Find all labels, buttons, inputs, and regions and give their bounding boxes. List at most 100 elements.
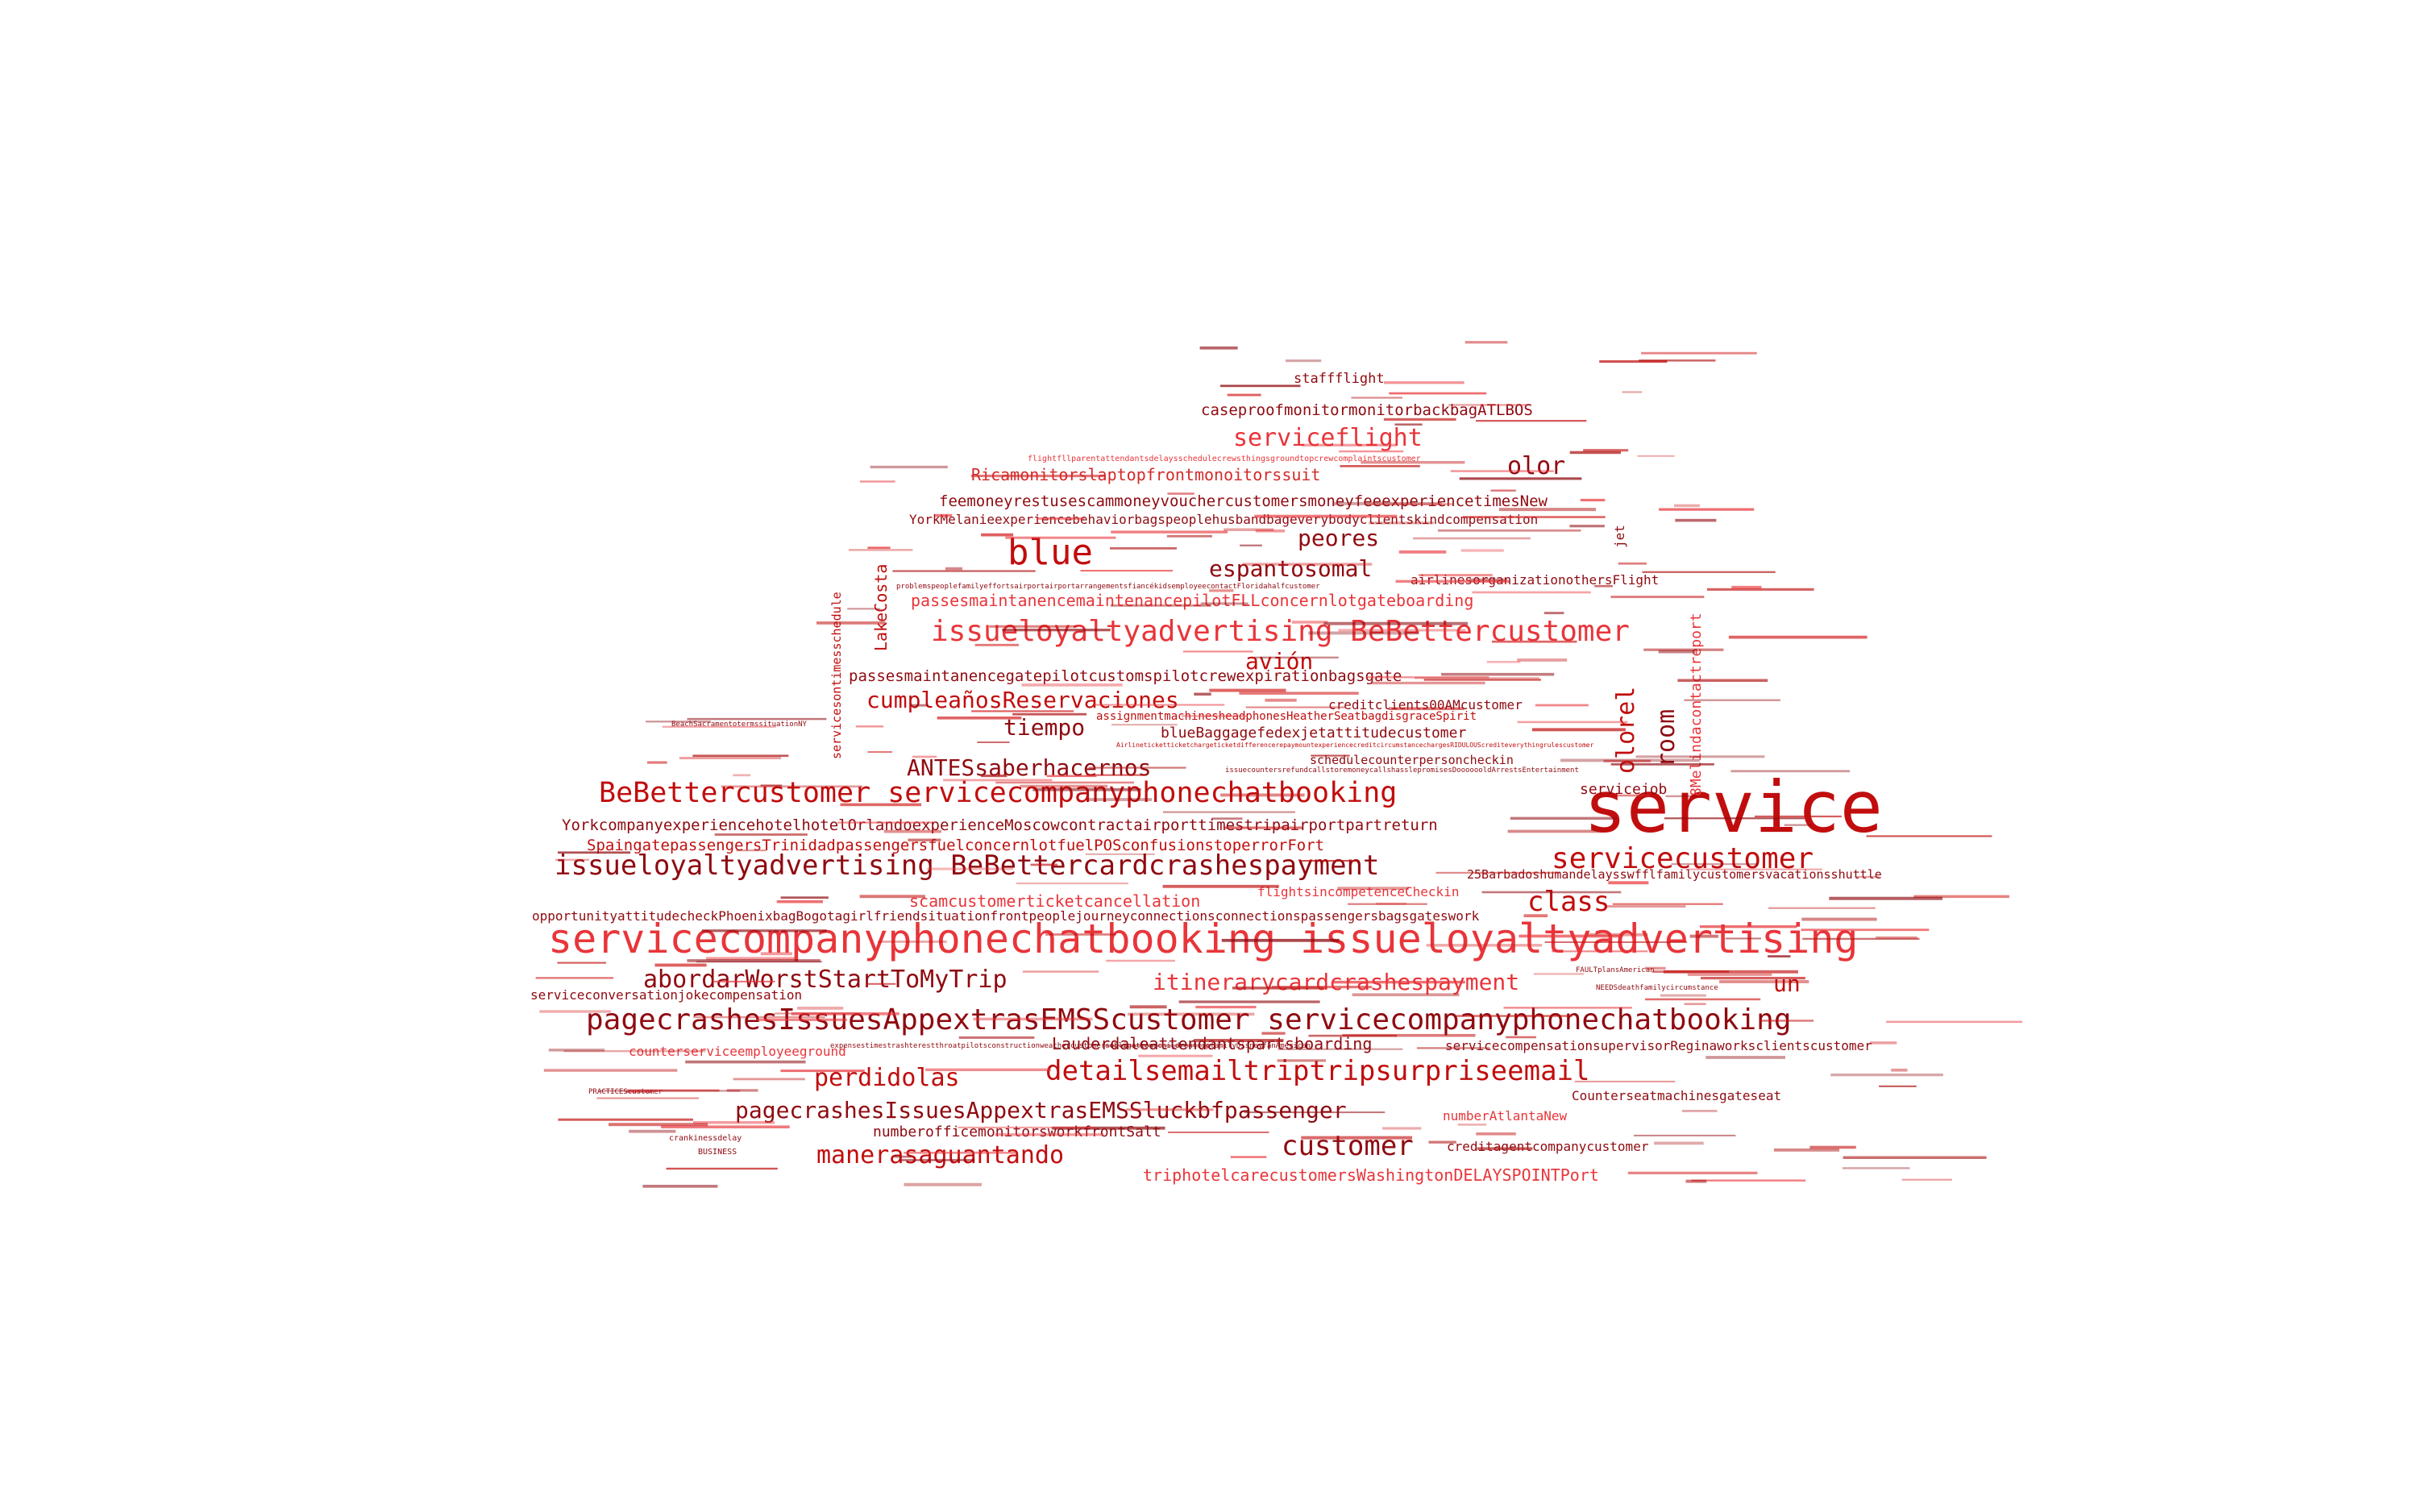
filler-word-mark <box>774 1012 861 1015</box>
filler-word-mark <box>760 784 783 787</box>
filler-word-mark <box>733 774 751 777</box>
filler-word-mark <box>1299 860 1360 862</box>
filler-word-mark <box>1477 1147 1533 1150</box>
word: SpaingatepassengersTrinidadpassengersfue… <box>587 837 1324 854</box>
word: room <box>1652 709 1681 767</box>
filler-word-mark <box>1901 1178 1952 1181</box>
filler-word-mark <box>666 1167 778 1170</box>
filler-word-mark <box>557 851 631 854</box>
filler-word-mark <box>816 621 886 625</box>
word: problemspeoplefamilyeffortsairportairpor… <box>896 582 1320 591</box>
filler-word-mark <box>1603 759 1651 762</box>
word: olor <box>1507 452 1565 480</box>
filler-word-mark <box>1239 692 1359 695</box>
filler-word-mark <box>1416 1047 1490 1049</box>
filler-word-mark <box>1843 1156 1987 1159</box>
word: feemoneyrestusescammoneyvouchercustomers… <box>939 492 1548 510</box>
filler-word-mark <box>1699 925 1797 928</box>
word: serviceconversationjokecompensation <box>530 987 802 1003</box>
word: LakeCosta <box>871 564 891 651</box>
filler-word-mark <box>1856 875 1880 878</box>
filler-word-mark <box>1337 887 1409 891</box>
filler-word-mark <box>1622 391 1643 393</box>
filler-word-mark <box>1088 798 1153 801</box>
filler-word-mark <box>1639 359 1716 362</box>
filler-word-mark <box>1476 420 1587 422</box>
filler-word-mark <box>1701 977 1805 980</box>
filler-word-mark <box>1879 1085 1917 1087</box>
filler-word-mark <box>1012 712 1087 716</box>
word: service <box>1584 766 1883 849</box>
filler-word-mark <box>1194 692 1211 696</box>
filler-word-mark <box>958 1126 1097 1128</box>
filler-word-mark <box>1051 1126 1165 1130</box>
filler-word-mark <box>971 710 1074 712</box>
filler-word-mark <box>535 977 614 979</box>
filler-word-mark <box>1870 1041 1897 1045</box>
filler-word-mark <box>943 779 1053 782</box>
filler-word-mark <box>1637 455 1675 457</box>
filler-word-mark <box>1046 775 1097 778</box>
filler-word-mark <box>855 725 883 728</box>
filler-word-mark <box>1523 914 1548 918</box>
filler-word-mark <box>1682 1110 1718 1112</box>
filler-word-mark <box>687 717 827 721</box>
filler-word-mark <box>1111 724 1178 726</box>
filler-word-mark <box>625 1090 653 1093</box>
filler-word-mark <box>693 1121 775 1124</box>
filler-word-mark <box>1437 529 1581 532</box>
filler-word-mark <box>1339 450 1404 453</box>
filler-word-mark <box>935 513 953 517</box>
filler-words <box>535 341 2022 1188</box>
filler-word-mark <box>1085 853 1155 855</box>
filler-word-mark <box>1182 650 1253 653</box>
filler-word-mark <box>797 1007 844 1010</box>
filler-word-mark <box>1517 658 1568 662</box>
filler-word-mark <box>596 1097 700 1099</box>
word: servicecompensationsupervisorReginaworks… <box>1445 1038 1872 1053</box>
word: 8Melindacontactreport <box>1688 613 1705 796</box>
word: espantosomal <box>1209 555 1372 582</box>
word: servicejob <box>1580 781 1667 798</box>
filler-word-mark <box>1291 621 1328 624</box>
filler-word-mark <box>1166 534 1212 538</box>
filler-word-mark <box>1809 1145 1856 1149</box>
filler-word-mark <box>1016 882 1128 885</box>
filler-word-mark <box>1395 579 1510 583</box>
filler-word-mark <box>1045 933 1116 936</box>
word: 25Barbadoshumandelaysswfflfamilycustomer… <box>1467 867 1882 882</box>
word: un <box>1773 970 1801 997</box>
filler-word-mark <box>1200 602 1248 605</box>
word: flightfllparentattendantsdelaysschedulec… <box>1028 455 1421 463</box>
filler-word-mark <box>1535 704 1589 707</box>
filler-word-mark <box>1645 998 1761 1001</box>
filler-word-mark <box>1245 706 1345 708</box>
word: manerasaguantando <box>816 1141 1064 1169</box>
filler-word-mark <box>1610 763 1714 766</box>
filler-word-mark <box>1199 346 1238 350</box>
filler-word-mark <box>1271 986 1373 989</box>
filler-word-mark <box>757 1018 847 1021</box>
filler-word-mark <box>1340 465 1420 467</box>
filler-word-mark <box>901 1159 975 1161</box>
filler-word-mark <box>1503 1007 1632 1009</box>
filler-word-mark <box>1457 1124 1487 1126</box>
filler-word-mark <box>1773 1148 1840 1152</box>
filler-word-mark <box>736 849 767 852</box>
filler-word-mark <box>1801 917 1877 921</box>
word: cumpleañosReservaciones <box>866 687 1179 713</box>
filler-word-mark <box>1369 521 1434 525</box>
filler-word-mark <box>563 1050 706 1053</box>
filler-word-mark <box>1361 461 1465 464</box>
filler-word-mark <box>1286 359 1322 363</box>
filler-word-mark <box>904 1182 982 1186</box>
filler-word-mark <box>1194 1039 1284 1042</box>
filler-word-mark <box>1651 970 1730 973</box>
filler-word-mark <box>1435 871 1560 874</box>
filler-word-mark <box>1886 1020 2022 1024</box>
filler-word-mark <box>1533 973 1585 975</box>
filler-word-mark <box>1220 793 1305 797</box>
filler-word-mark <box>539 1010 611 1013</box>
filler-word-mark <box>1110 547 1177 550</box>
